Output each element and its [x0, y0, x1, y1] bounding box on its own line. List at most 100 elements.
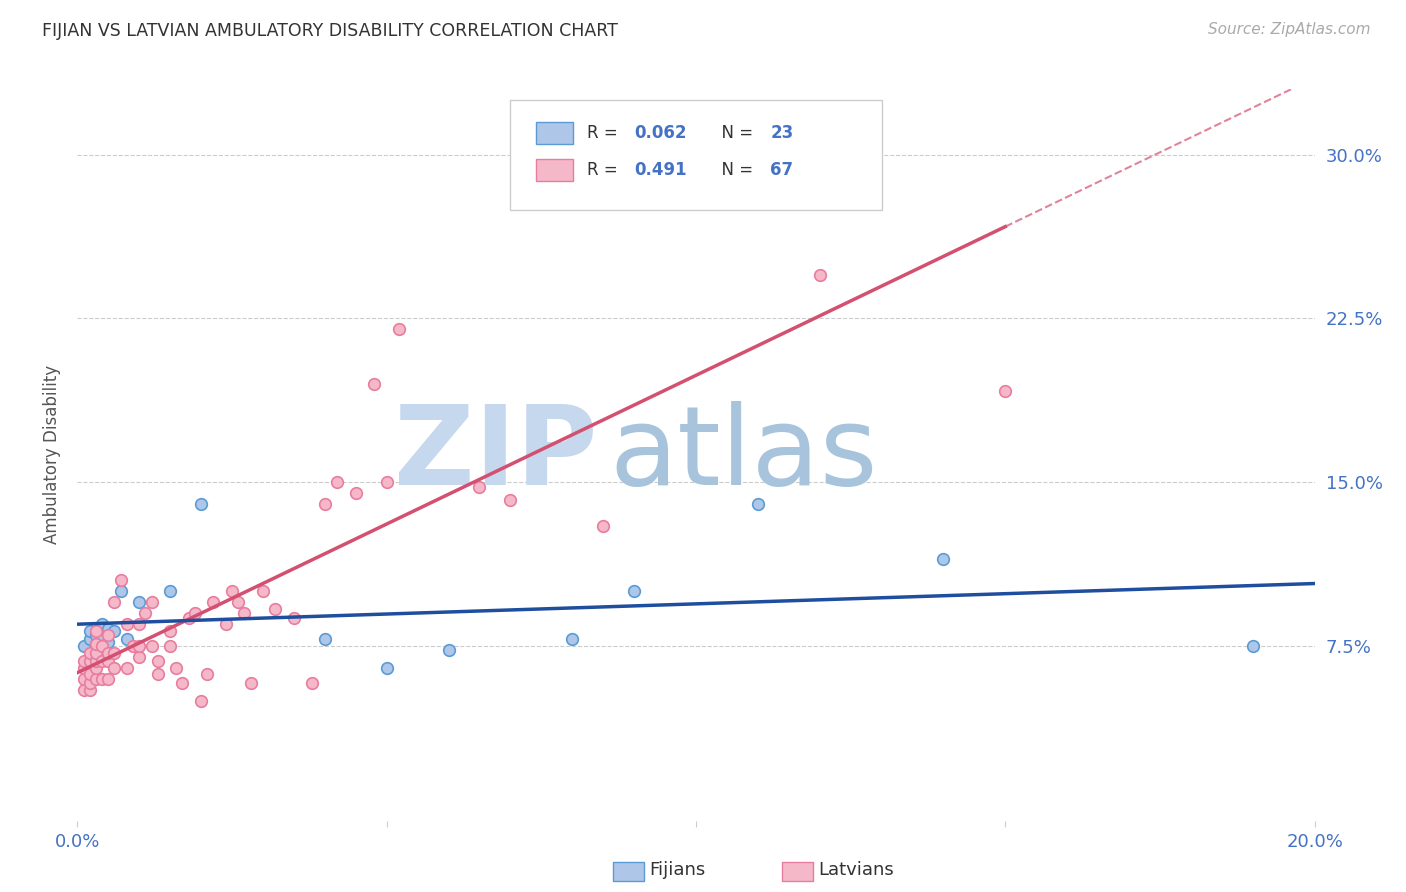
- Point: [233, 606, 256, 620]
- Point: [72, 639, 94, 653]
- Point: [623, 159, 645, 173]
- Point: [314, 632, 336, 647]
- Point: [468, 479, 491, 493]
- Point: [84, 637, 107, 651]
- Point: [84, 628, 107, 642]
- Point: [110, 584, 132, 599]
- Point: [79, 667, 101, 681]
- Text: 67: 67: [770, 161, 793, 178]
- Point: [91, 617, 114, 632]
- Point: [592, 519, 614, 533]
- Point: [72, 654, 94, 668]
- FancyBboxPatch shape: [536, 122, 574, 145]
- Point: [561, 632, 583, 647]
- Point: [72, 672, 94, 686]
- Point: [97, 628, 120, 642]
- Point: [239, 676, 262, 690]
- Point: [84, 661, 107, 675]
- Point: [283, 610, 305, 624]
- Point: [184, 606, 207, 620]
- Point: [84, 672, 107, 686]
- Point: [79, 682, 101, 697]
- Point: [91, 672, 114, 686]
- Point: [84, 654, 107, 668]
- Text: Fijians: Fijians: [650, 861, 706, 879]
- Point: [97, 622, 120, 636]
- Point: [1241, 639, 1264, 653]
- Point: [172, 676, 194, 690]
- Point: [84, 624, 107, 638]
- Point: [165, 661, 187, 675]
- Point: [115, 632, 138, 647]
- Point: [103, 646, 125, 660]
- Point: [623, 584, 645, 599]
- Y-axis label: Ambulatory Disability: Ambulatory Disability: [44, 366, 62, 544]
- Point: [84, 646, 107, 660]
- Point: [215, 617, 238, 632]
- Point: [128, 595, 150, 609]
- Point: [159, 624, 181, 638]
- Point: [326, 475, 349, 490]
- Point: [84, 637, 107, 651]
- Point: [146, 654, 169, 668]
- Point: [499, 492, 522, 507]
- Point: [363, 376, 385, 391]
- Point: [103, 595, 125, 609]
- Point: [314, 497, 336, 511]
- Point: [128, 617, 150, 632]
- Point: [97, 646, 120, 660]
- Text: atlas: atlas: [609, 401, 877, 508]
- Point: [141, 639, 163, 653]
- Point: [252, 584, 274, 599]
- Point: [72, 661, 94, 675]
- Text: 0.491: 0.491: [634, 161, 686, 178]
- Point: [808, 268, 831, 282]
- Point: [344, 486, 367, 500]
- Point: [932, 551, 955, 566]
- Point: [190, 693, 212, 707]
- Point: [388, 322, 411, 336]
- Point: [177, 610, 200, 624]
- Point: [437, 643, 460, 657]
- Text: 0.062: 0.062: [634, 124, 686, 142]
- Point: [79, 654, 101, 668]
- Point: [159, 639, 181, 653]
- FancyBboxPatch shape: [510, 100, 882, 210]
- FancyBboxPatch shape: [536, 159, 574, 180]
- Text: FIJIAN VS LATVIAN AMBULATORY DISABILITY CORRELATION CHART: FIJIAN VS LATVIAN AMBULATORY DISABILITY …: [42, 22, 619, 40]
- Point: [226, 595, 249, 609]
- Point: [202, 595, 225, 609]
- Point: [115, 617, 138, 632]
- Point: [91, 630, 114, 644]
- Point: [79, 646, 101, 660]
- Point: [221, 584, 243, 599]
- Point: [146, 667, 169, 681]
- Point: [103, 624, 125, 638]
- Point: [375, 475, 398, 490]
- Text: N =: N =: [711, 161, 758, 178]
- Point: [159, 584, 181, 599]
- Text: 23: 23: [770, 124, 793, 142]
- Point: [97, 654, 120, 668]
- Point: [91, 639, 114, 653]
- Point: [115, 661, 138, 675]
- Text: R =: R =: [588, 124, 623, 142]
- Point: [994, 384, 1017, 398]
- Text: ZIP: ZIP: [394, 401, 598, 508]
- Point: [128, 639, 150, 653]
- Point: [264, 602, 287, 616]
- Point: [97, 634, 120, 648]
- Text: Source: ZipAtlas.com: Source: ZipAtlas.com: [1208, 22, 1371, 37]
- Point: [97, 672, 120, 686]
- Point: [128, 649, 150, 664]
- Point: [79, 632, 101, 647]
- Point: [72, 682, 94, 697]
- Point: [301, 676, 323, 690]
- Point: [195, 667, 218, 681]
- Text: Latvians: Latvians: [818, 861, 894, 879]
- Point: [79, 624, 101, 638]
- Point: [375, 661, 398, 675]
- Point: [141, 595, 163, 609]
- Text: N =: N =: [711, 124, 758, 142]
- Point: [110, 574, 132, 588]
